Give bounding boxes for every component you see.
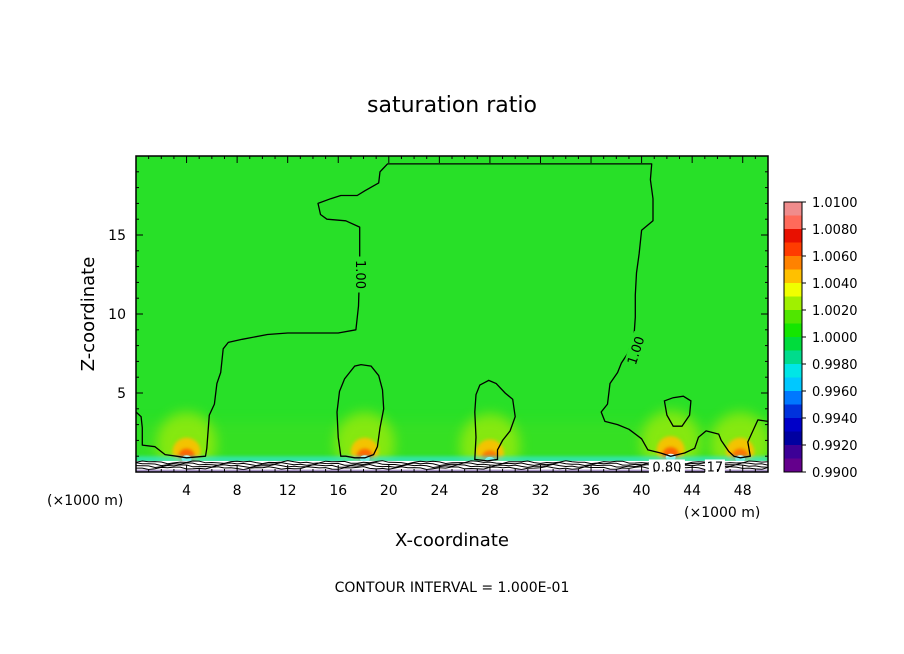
contour-label-mask bbox=[623, 331, 648, 370]
x-tick-label: 40 bbox=[633, 483, 651, 499]
x-tick-label: 16 bbox=[329, 483, 347, 499]
colorbar-cell bbox=[784, 337, 802, 351]
contour-interval-note: CONTOUR INTERVAL = 1.000E-01 bbox=[335, 580, 570, 596]
colorbar-label: 0.9900 bbox=[812, 466, 858, 481]
colorbar-cell bbox=[784, 323, 802, 338]
x-axis: 4 8 12 16 20 24 28 32 36 40 44 48 (×1000… bbox=[47, 156, 760, 551]
colorbar-cell bbox=[784, 269, 802, 284]
y-tick-label: 15 bbox=[108, 228, 126, 244]
colorbar-cell bbox=[784, 310, 802, 324]
colorbar-label: 0.9980 bbox=[812, 358, 858, 373]
y-tick-label: 10 bbox=[108, 307, 126, 323]
contour-bubble-18km bbox=[336, 363, 385, 459]
colorbar: 1.0100 1.0080 1.0060 1.0040 1.0020 1.000… bbox=[783, 196, 858, 481]
colorbar-frame bbox=[783, 201, 803, 473]
contour-label-3: 0.80 bbox=[652, 461, 681, 476]
contour-label-mask bbox=[354, 256, 368, 293]
colorbar-cell bbox=[784, 242, 802, 257]
colorbar-cell bbox=[784, 202, 802, 216]
y-axis-label: Z-coordinate bbox=[78, 257, 99, 372]
x-tick-label: 28 bbox=[481, 483, 499, 499]
colorbar-cell bbox=[784, 431, 802, 446]
x-tick-label: 48 bbox=[734, 483, 752, 499]
x-tick-label: 8 bbox=[233, 483, 242, 499]
x-axis-label: X-coordinate bbox=[395, 530, 509, 551]
x-tick-label: 36 bbox=[582, 483, 600, 499]
x-unit-right: (×1000 m) bbox=[684, 505, 760, 521]
x-tick-label: 32 bbox=[532, 483, 550, 499]
surface-cyan-band bbox=[136, 456, 768, 465]
contours bbox=[136, 163, 768, 462]
colorbar-cell bbox=[784, 418, 802, 432]
colorbar-label: 1.0040 bbox=[812, 277, 858, 292]
colorbar-cell bbox=[784, 445, 802, 459]
colorbar-cell bbox=[784, 391, 802, 405]
colorbar-cell bbox=[784, 256, 802, 270]
colorbar-cell bbox=[784, 377, 802, 392]
x-tick-label: 44 bbox=[683, 483, 701, 499]
y-tick-label: 5 bbox=[117, 386, 126, 402]
y-axis: 5 10 15 Z-coordinate bbox=[78, 171, 768, 457]
x-tick-label: 12 bbox=[279, 483, 297, 499]
contour-line-1-00 bbox=[136, 163, 768, 459]
contour-bubble-28km bbox=[474, 379, 516, 462]
colorbar-cell bbox=[784, 350, 802, 365]
colorbar-cell bbox=[784, 296, 802, 311]
x-tick-label: 24 bbox=[430, 483, 448, 499]
contour-label-4: 17 bbox=[707, 461, 724, 476]
colorbar-cell bbox=[784, 458, 802, 473]
colorbar-cell bbox=[784, 215, 802, 230]
colorbar-label: 1.0000 bbox=[812, 331, 858, 346]
colorbar-label: 0.9940 bbox=[812, 412, 858, 427]
colorbar-label: 1.0060 bbox=[812, 250, 858, 265]
colorbar-cell bbox=[784, 283, 802, 297]
contour-label-1: 1.00 bbox=[352, 260, 367, 289]
colorbar-label: 0.9960 bbox=[812, 385, 858, 400]
colorbar-label: 1.0080 bbox=[812, 223, 858, 238]
x-tick-label: 4 bbox=[182, 483, 191, 499]
contour-bubble-43km bbox=[663, 395, 692, 427]
plot-area bbox=[136, 156, 768, 472]
x-unit-left: (×1000 m) bbox=[47, 493, 123, 509]
contour-label-mask bbox=[648, 459, 685, 474]
colorbar-cell bbox=[784, 229, 802, 243]
colorbar-label: 0.9920 bbox=[812, 439, 858, 454]
contour-label-mask bbox=[704, 459, 725, 474]
chart-title: saturation ratio bbox=[367, 93, 537, 118]
x-tick-label: 20 bbox=[380, 483, 398, 499]
colorbar-label: 1.0100 bbox=[812, 196, 858, 211]
colorbar-cell bbox=[784, 404, 802, 419]
colorbar-cell bbox=[784, 364, 802, 378]
colorbar-label: 1.0020 bbox=[812, 304, 858, 319]
